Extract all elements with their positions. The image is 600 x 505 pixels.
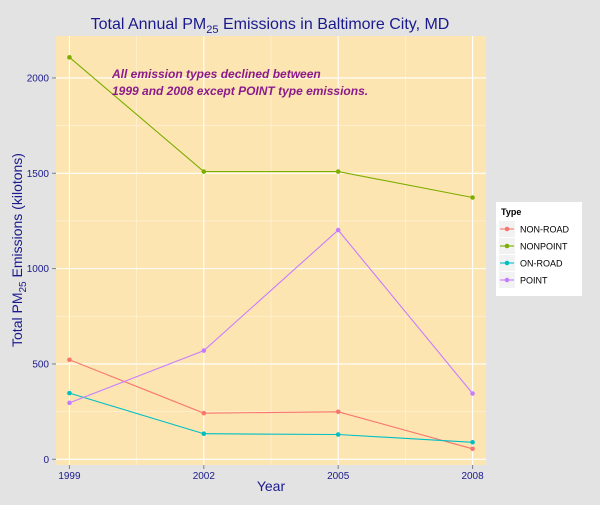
series-points [67, 55, 475, 452]
data-point-non-road [201, 410, 207, 416]
legend-key-point [504, 277, 510, 283]
legend-label: NONPOINT [520, 242, 568, 252]
data-point-point [67, 400, 72, 406]
annotation-line: 1999 and 2008 except POINT type emission… [112, 84, 368, 98]
legend: Type NON-ROAD NONPOINT ON-ROAD POINT [496, 202, 582, 296]
legend-key-point [504, 260, 510, 266]
y-tick-label: 1000 [27, 264, 50, 275]
legend-label: NON-ROAD [520, 225, 569, 235]
data-point-non-road [67, 357, 72, 363]
data-point-nonpoint [470, 195, 475, 200]
legend-key-point [504, 243, 510, 249]
x-axis-title: Year [257, 478, 286, 494]
legend-title: Type [501, 207, 521, 217]
data-point-non-road [470, 446, 475, 452]
y-tick-label: 1500 [27, 169, 50, 180]
data-point-on-road [201, 431, 207, 437]
series-line-on-road [69, 392, 473, 443]
series-lines [69, 56, 473, 450]
y-tick-label: 0 [43, 455, 49, 466]
series-line-non-road [69, 359, 473, 450]
legend-label: ON-ROAD [520, 259, 563, 269]
data-point-on-road [470, 440, 475, 445]
legend-label: POINT [520, 276, 548, 286]
data-point-nonpoint [335, 169, 341, 174]
y-axis: 0 500 1000 1500 2000 [27, 73, 56, 466]
x-tick-label: 2005 [327, 471, 350, 482]
legend-key-point [504, 226, 510, 232]
data-point-nonpoint [201, 169, 207, 174]
chart-annotation: All emission types declined between 1999 … [111, 67, 368, 98]
grid-lines [56, 36, 486, 465]
x-axis: 1999 2002 2005 2008 [58, 465, 484, 482]
x-tick-label: 2002 [193, 471, 216, 482]
chart-title: Total Annual PM25 Emissions in Baltimore… [91, 16, 450, 36]
y-axis-title: Total PM25 Emissions (kilotons) [9, 153, 29, 347]
data-point-point [201, 348, 207, 353]
data-point-nonpoint [67, 55, 72, 60]
series-line-nonpoint [69, 56, 473, 199]
data-point-point [335, 227, 341, 233]
data-point-point [470, 391, 475, 396]
x-tick-label: 1999 [58, 471, 81, 482]
x-tick-label: 2008 [461, 471, 484, 482]
data-point-on-road [335, 432, 341, 437]
y-tick-label: 500 [32, 359, 49, 370]
y-tick-label: 2000 [27, 73, 50, 84]
data-point-non-road [335, 409, 341, 415]
data-point-on-road [67, 390, 72, 396]
series-line-point [69, 229, 473, 404]
annotation-line: All emission types declined between [111, 67, 321, 81]
